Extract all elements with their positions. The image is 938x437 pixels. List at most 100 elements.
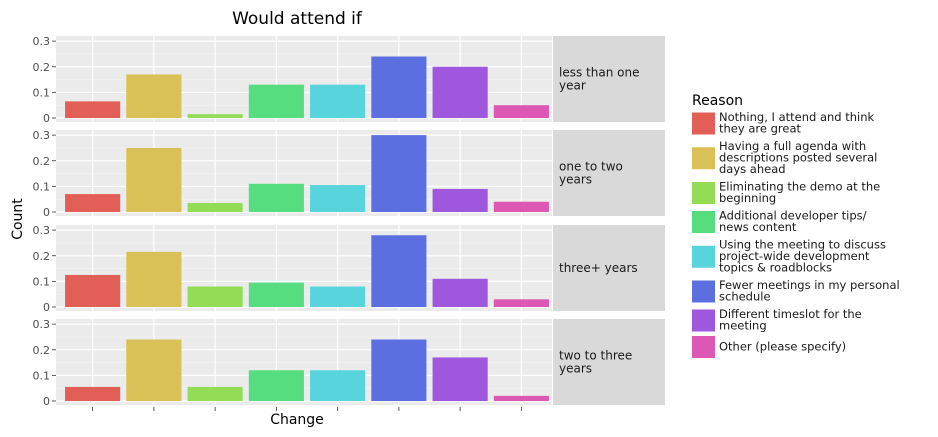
legend-label: Other (please specify) <box>719 339 846 353</box>
y-tick-label: 0 <box>43 206 50 219</box>
y-tick-label: 0.2 <box>33 344 51 357</box>
y-tick-label: 0.3 <box>33 35 51 48</box>
legend-item: Other (please specify) <box>692 336 846 358</box>
facet-strip-label: less than one <box>559 66 639 80</box>
facet-strip <box>553 36 665 122</box>
x-axis-label: Change <box>270 412 324 428</box>
legend-item: Additional developer tips/news content <box>692 209 867 234</box>
y-axis-label: Count <box>10 198 26 240</box>
facet-strip-label: year <box>559 79 586 93</box>
y-tick-label: 0 <box>43 301 50 314</box>
legend-label: descriptions posted several <box>719 151 877 165</box>
bar <box>65 101 121 118</box>
bar <box>371 135 427 212</box>
facet-strip-label: three+ years <box>559 261 638 275</box>
bar <box>493 201 549 212</box>
bar <box>248 183 304 212</box>
y-tick-label: 0.2 <box>33 155 51 168</box>
legend-swatch <box>692 182 715 204</box>
legend-label: Eliminating the demo at the <box>719 180 880 194</box>
legend-swatch <box>692 336 715 358</box>
bar <box>187 286 243 307</box>
legend-label: days ahead <box>719 162 786 176</box>
bar <box>432 188 488 212</box>
legend-label: schedule <box>719 290 771 304</box>
y-tick-label: 0.3 <box>33 129 51 142</box>
bar <box>310 370 366 401</box>
bar <box>310 286 366 307</box>
y-tick-label: 0 <box>43 112 50 125</box>
bar <box>187 386 243 401</box>
facet-strip-label: years <box>559 362 592 376</box>
bar <box>126 74 182 118</box>
bar <box>126 251 182 307</box>
bar <box>65 194 121 212</box>
bar <box>248 370 304 401</box>
legend-label: news content <box>719 220 797 234</box>
facet-strip <box>553 319 665 405</box>
legend-label: Having a full agenda with <box>719 139 866 153</box>
bar <box>187 114 243 118</box>
legend-label: Different timeslot for the <box>719 307 862 321</box>
legend-swatch <box>692 245 715 268</box>
bar <box>493 299 549 307</box>
legend-label: Nothing, I attend and think <box>719 110 875 124</box>
facet-strip <box>553 130 665 216</box>
legend-label: topics & roadblocks <box>719 261 832 275</box>
legend-label: project-wide development <box>719 249 870 263</box>
bar <box>126 147 182 212</box>
y-tick-label: 0.3 <box>33 318 51 331</box>
bar <box>371 339 427 401</box>
legend-swatch <box>692 280 715 303</box>
legend-swatch <box>692 309 715 332</box>
facet-strip-label: two to three <box>559 349 632 363</box>
legend-title: Reason <box>692 93 743 109</box>
bar <box>371 235 427 307</box>
bar <box>65 386 121 401</box>
legend-label: beginning <box>719 191 776 205</box>
bar <box>371 56 427 118</box>
legend-label: meeting <box>719 319 767 333</box>
legend-item: Using the meeting to discussproject-wide… <box>692 238 886 275</box>
y-tick-label: 0.1 <box>33 275 51 288</box>
legend-label: Additional developer tips/ <box>719 209 867 223</box>
chart-title: Would attend if <box>232 9 363 29</box>
y-tick-label: 0.3 <box>33 224 51 237</box>
bar <box>248 282 304 307</box>
bar <box>432 357 488 401</box>
facet-panel: 0 0.1 0.2 0.3 three+ years <box>33 224 665 314</box>
bar <box>493 105 549 118</box>
bar <box>432 66 488 118</box>
facet-strip-label: one to two <box>559 160 623 174</box>
bar <box>248 84 304 118</box>
bar <box>432 278 488 307</box>
bar <box>310 84 366 118</box>
bar <box>493 395 549 401</box>
y-tick-label: 0 <box>43 395 50 408</box>
legend-swatch <box>692 112 715 135</box>
bar <box>126 339 182 401</box>
legend-label: they are great <box>719 122 801 136</box>
y-tick-label: 0.1 <box>33 180 51 193</box>
legend-swatch <box>692 147 715 170</box>
legend-label: Using the meeting to discuss <box>719 238 886 252</box>
bar <box>310 185 366 212</box>
facet-strip <box>553 225 665 311</box>
y-tick-label: 0.1 <box>33 369 51 382</box>
bar <box>65 274 121 307</box>
bar <box>187 203 243 212</box>
legend-swatch <box>692 211 715 233</box>
y-tick-label: 0.1 <box>33 86 51 99</box>
y-tick-label: 0.2 <box>33 61 51 74</box>
legend-label: Fewer meetings in my personal <box>719 278 900 292</box>
